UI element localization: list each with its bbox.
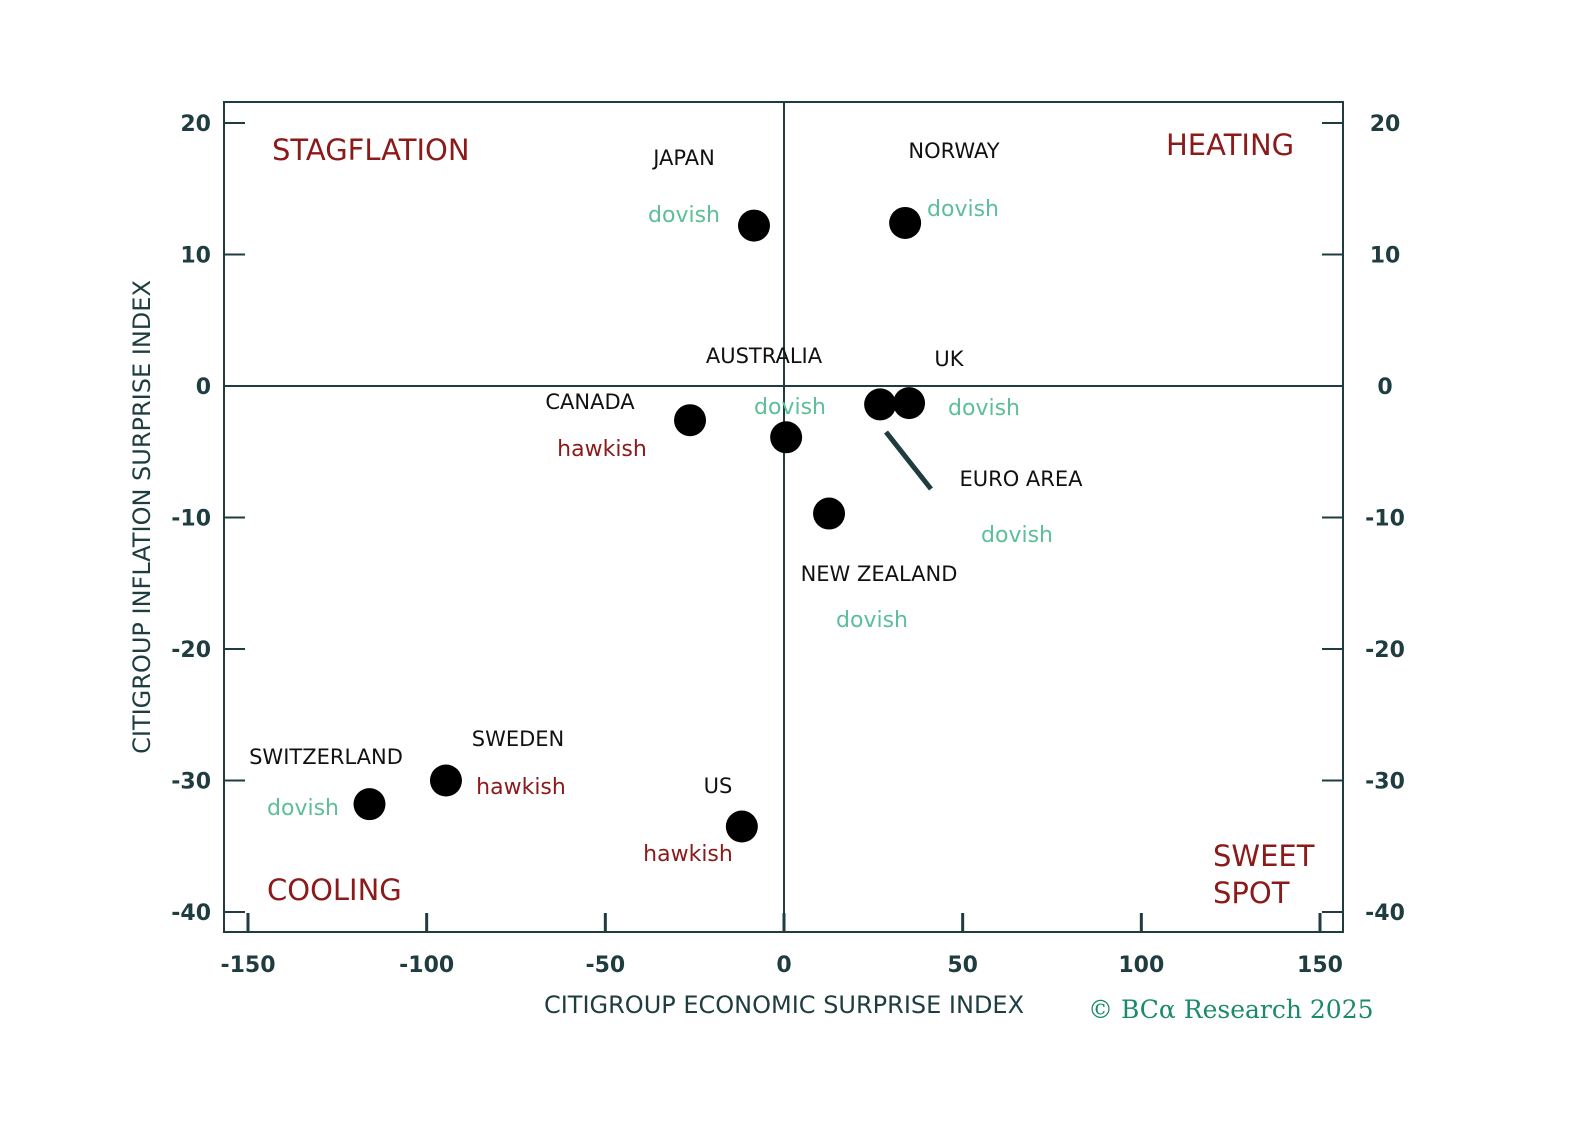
stance-label-euro-area: dovish xyxy=(981,523,1053,548)
y-tick-label-right: 10 xyxy=(1370,244,1401,269)
point-label-sweden: SWEDEN xyxy=(472,727,565,751)
point-label-norway: NORWAY xyxy=(908,139,999,163)
y-tick-label-left: -40 xyxy=(171,901,211,926)
y-tick-label-left: -20 xyxy=(171,638,211,663)
x-tick-label: 50 xyxy=(947,953,978,978)
point-label-us: US xyxy=(704,774,733,798)
point-sweden xyxy=(429,764,462,797)
stance-label-canada: hawkish xyxy=(557,437,647,462)
y-tick-label-right: -30 xyxy=(1365,770,1405,795)
x-tick-label: 0 xyxy=(776,953,791,978)
x-tick-label: -100 xyxy=(399,953,454,978)
y-tick-label-right: 20 xyxy=(1370,112,1401,137)
y-axis-title: CITIGROUP INFLATION SURPRISE INDEX xyxy=(128,280,156,754)
x-axis-title: CITIGROUP ECONOMIC SURPRISE INDEX xyxy=(544,991,1024,1019)
y-tick-label-left: 20 xyxy=(180,112,211,137)
euro-area-leader-line xyxy=(884,430,933,491)
stance-label-switzerland: dovish xyxy=(267,796,339,821)
point-euro-area xyxy=(864,388,897,421)
stance-label-new-zealand: dovish xyxy=(836,608,908,633)
x-tick-label: -150 xyxy=(220,953,275,978)
y-tick-label-left: -10 xyxy=(171,507,211,532)
point-norway xyxy=(889,206,922,239)
x-tick-label: 100 xyxy=(1118,953,1164,978)
point-switzerland xyxy=(353,788,386,821)
quadrant-label-heating: HEATING xyxy=(1166,128,1294,162)
point-uk xyxy=(893,387,926,420)
x-tick-label: 150 xyxy=(1297,953,1343,978)
point-label-switzerland: SWITZERLAND xyxy=(249,745,403,769)
point-australia xyxy=(770,421,803,454)
y-tick-label-right: -40 xyxy=(1365,901,1405,926)
y-tick-label-left: 0 xyxy=(196,375,211,400)
quadrant-label-cooling: COOLING xyxy=(267,873,402,907)
point-label-new-zealand: NEW ZEALAND xyxy=(801,562,958,586)
quadrant-label-stagflation: STAGFLATION xyxy=(272,133,470,167)
stance-label-sweden: hawkish xyxy=(476,775,566,800)
point-label-euro-area: EURO AREA xyxy=(959,467,1083,491)
point-new-zealand xyxy=(813,497,846,530)
y-tick-label-left: 10 xyxy=(180,244,211,269)
point-label-japan: JAPAN xyxy=(651,146,715,170)
point-us xyxy=(725,810,758,843)
y-tick-label-left: -30 xyxy=(171,770,211,795)
point-label-australia: AUSTRALIA xyxy=(706,344,823,368)
point-japan xyxy=(737,209,770,242)
stance-label-australia: dovish xyxy=(754,395,826,420)
point-label-uk: UK xyxy=(934,347,964,371)
y-tick-label-right: -20 xyxy=(1365,638,1405,663)
x-tick-label: -50 xyxy=(585,953,625,978)
y-tick-label-right: -10 xyxy=(1365,507,1405,532)
y-tick-label-right: 0 xyxy=(1377,375,1392,400)
point-canada xyxy=(674,404,707,437)
stance-label-us: hawkish xyxy=(643,842,733,867)
copyright-logo: © BCα Research 2025 xyxy=(1088,995,1374,1024)
quadrant-label-spot: SPOT xyxy=(1213,876,1290,910)
stance-label-japan: dovish xyxy=(648,203,720,228)
stance-label-norway: dovish xyxy=(927,197,999,222)
quadrant-label-sweet: SWEET xyxy=(1213,839,1315,873)
point-label-canada: CANADA xyxy=(545,390,635,414)
stance-label-uk: dovish xyxy=(948,396,1020,421)
